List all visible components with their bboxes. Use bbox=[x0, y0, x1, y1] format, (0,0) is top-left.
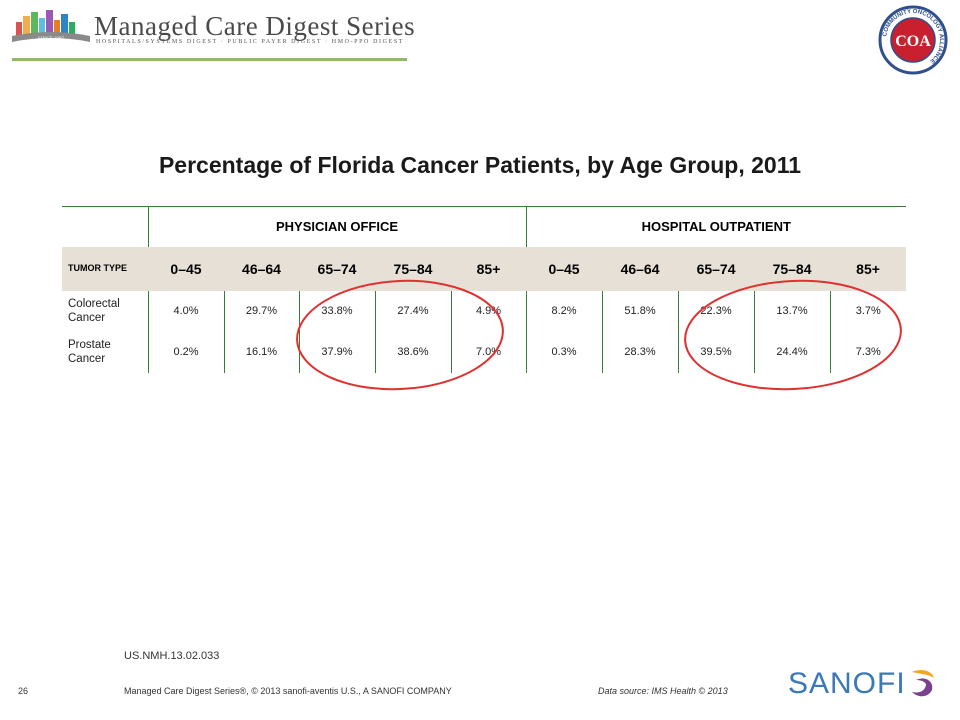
value-cell: 8.2% bbox=[525, 290, 603, 332]
value-cell: 7.3% bbox=[829, 331, 907, 373]
sanofi-bird-icon bbox=[912, 670, 934, 697]
group-header-row: PHYSICIAN OFFICE HOSPITAL OUTPATIENT bbox=[62, 206, 907, 247]
value-cell: 33.8% bbox=[298, 290, 375, 332]
age-header-cell: 75–84 bbox=[772, 260, 812, 277]
since-badge: SINCE 1987 bbox=[38, 37, 64, 42]
age-header-row: TUMOR TYPE 0–45 46–64 65–74 75–84 85+ 0–… bbox=[62, 246, 907, 291]
group-header-hospital-outpatient: HOSPITAL OUTPATIENT bbox=[525, 206, 907, 247]
age-header-cell: 85+ bbox=[476, 260, 501, 277]
reference-code: US.NMH.13.02.033 bbox=[124, 650, 220, 662]
brand-subtitle: HOSPITALS/SYSTEMS DIGEST · PUBLIC PAYER … bbox=[96, 39, 405, 45]
data-source-note: Data source: IMS Health © 2013 bbox=[598, 686, 728, 696]
value-cell: 4.0% bbox=[147, 290, 224, 332]
coa-logo: COA COMMUNITY ONCOLOGY ALLIANCE bbox=[878, 5, 948, 75]
value-cell: 22.3% bbox=[677, 290, 755, 332]
age-header-cell: 46–64 bbox=[620, 260, 660, 277]
age-group-table: PHYSICIAN OFFICE HOSPITAL OUTPATIENT TUM… bbox=[62, 206, 907, 373]
group-header-physician-office: PHYSICIAN OFFICE bbox=[147, 206, 527, 247]
group-header-spacer bbox=[62, 207, 148, 247]
table-row: Colorectal Cancer 4.0% 29.7% 33.8% 27.4%… bbox=[62, 290, 907, 332]
value-cell: 24.4% bbox=[753, 331, 831, 373]
value-cell: 4.9% bbox=[450, 290, 527, 332]
value-cell: 37.9% bbox=[298, 331, 375, 373]
age-header-cell: 46–64 bbox=[242, 260, 281, 277]
value-cell: 13.7% bbox=[753, 290, 831, 332]
age-header-cell: 0–45 bbox=[548, 260, 580, 277]
age-header-cell: 85+ bbox=[856, 260, 880, 277]
sanofi-logo: SANOFI bbox=[788, 664, 938, 702]
brand-title: Managed Care Digest Series bbox=[94, 11, 416, 41]
value-cell: 0.3% bbox=[525, 331, 603, 373]
age-header-cell: 65–74 bbox=[317, 260, 357, 277]
copyright-notice: Managed Care Digest Series®, © 2013 sano… bbox=[124, 686, 452, 696]
page-number: 26 bbox=[18, 686, 29, 696]
row-label: Colorectal Cancer bbox=[68, 298, 120, 324]
value-cell: 0.2% bbox=[147, 331, 224, 373]
value-cell: 28.3% bbox=[601, 331, 679, 373]
tumor-type-header: TUMOR TYPE bbox=[68, 263, 128, 273]
value-cell: 39.5% bbox=[677, 331, 755, 373]
header-rule bbox=[12, 58, 407, 61]
value-cell: 51.8% bbox=[601, 290, 679, 332]
value-cell: 38.6% bbox=[374, 331, 451, 373]
coa-initials: COA bbox=[895, 33, 931, 50]
skyline-logo-icon: SINCE 1987 bbox=[12, 10, 90, 42]
table-row: Prostate Cancer 0.2% 16.1% 37.9% 38.6% 7… bbox=[62, 331, 907, 373]
slide-title: Percentage of Florida Cancer Patients, b… bbox=[158, 152, 802, 178]
managed-care-digest-logo: SINCE 1987 Managed Care Digest Series HO… bbox=[12, 8, 415, 45]
value-cell: 29.7% bbox=[223, 290, 299, 332]
value-cell: 3.7% bbox=[829, 290, 907, 332]
age-header-cell: 65–74 bbox=[696, 260, 736, 277]
value-cell: 7.0% bbox=[450, 331, 527, 373]
value-cell: 27.4% bbox=[374, 290, 451, 332]
row-label: Prostate Cancer bbox=[68, 339, 111, 365]
age-header-cell: 75–84 bbox=[393, 260, 433, 277]
value-cell: 16.1% bbox=[223, 331, 299, 373]
sanofi-wordmark: SANOFI bbox=[788, 667, 906, 700]
age-header-cell: 0–45 bbox=[170, 260, 202, 277]
